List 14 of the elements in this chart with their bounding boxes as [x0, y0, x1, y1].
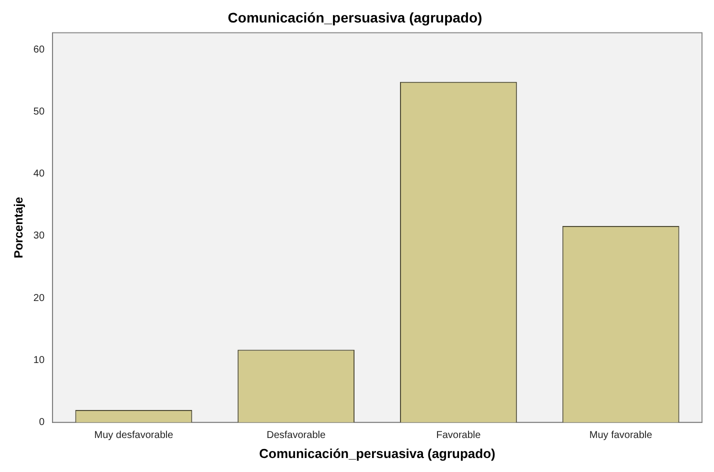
y-axis-title: Porcentaje — [12, 196, 26, 258]
x-axis-title: Comunicación_persuasiva (agrupado) — [259, 446, 496, 461]
x-tick-label: Muy favorable — [589, 430, 653, 442]
x-tick-label: Favorable — [436, 430, 482, 442]
chart-title: Comunicación_persuasiva (agrupado) — [228, 9, 482, 26]
y-tick-label: 40 — [33, 168, 45, 180]
y-tick-label: 10 — [33, 355, 45, 366]
y-tick-label: 0 — [38, 417, 45, 428]
y-tick-label: 60 — [33, 44, 45, 56]
y-tick-label: 20 — [33, 292, 45, 304]
y-tick-label: 50 — [33, 106, 45, 118]
x-tick-label: Desfavorable — [266, 430, 326, 442]
x-tick-label: Muy desfavorable — [94, 430, 174, 442]
y-tick-label: 30 — [33, 230, 45, 242]
